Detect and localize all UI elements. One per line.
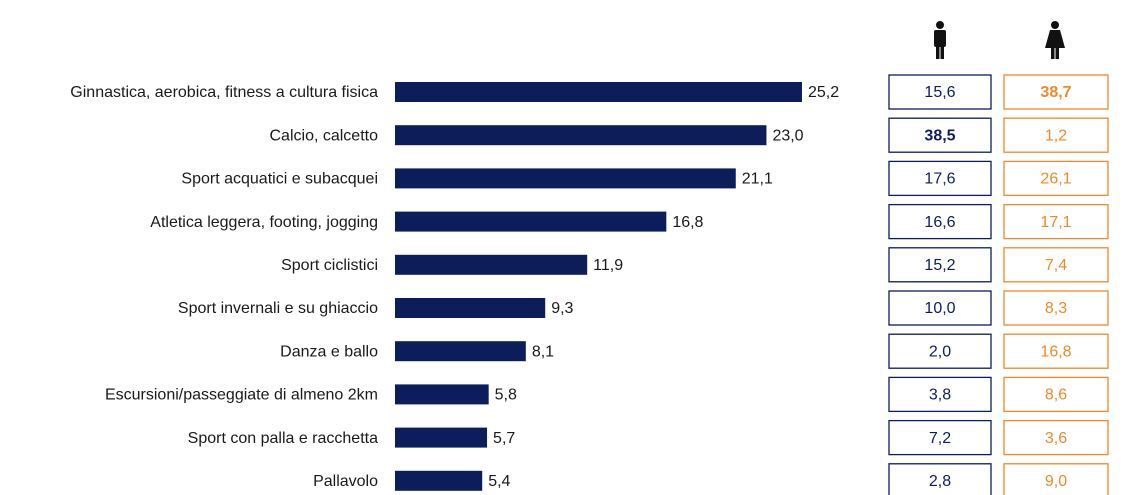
male-value: 38,5 [924,127,955,144]
female-value: 38,7 [1040,84,1071,101]
male-value: 15,2 [924,257,955,274]
category-label: Ginnastica, aerobica, fitness a cultura … [70,84,378,101]
bar [395,384,489,405]
male-value: 17,6 [924,171,955,188]
category-label: Sport invernali e su ghiaccio [178,300,378,317]
category-label: Escursioni/passeggiate di almeno 2km [105,387,378,404]
female-cell [1003,333,1109,369]
female-cell [1003,463,1109,495]
female-value: 8,3 [1045,300,1067,317]
value-label: 8,1 [532,343,554,360]
bar [395,211,667,232]
category-label: Sport acquatici e subacquei [181,171,378,188]
male-value: 16,6 [924,214,955,231]
category-label: Danza e ballo [280,343,378,360]
value-label: 5,4 [488,473,510,490]
male-cell [888,247,992,283]
male-cell [888,333,992,369]
male-icon [934,21,946,59]
value-label: 5,8 [495,387,517,404]
male-cell [888,463,992,495]
bar [395,341,526,362]
category-label: Pallavolo [313,473,378,490]
category-label: Sport ciclistici [281,257,378,274]
bar [395,125,767,146]
bar [395,82,802,102]
female-value: 16,8 [1040,343,1071,360]
male-value: 2,8 [929,473,951,490]
female-value: 9,0 [1045,473,1067,490]
female-value: 26,1 [1040,171,1071,188]
male-value: 2,0 [929,343,951,360]
value-label: 5,7 [493,430,515,447]
female-icon [1045,21,1065,59]
male-cell [888,74,992,110]
value-label: 23,0 [772,127,803,144]
female-value: 7,4 [1045,257,1067,274]
male-value: 7,2 [929,430,951,447]
bar [395,427,488,448]
category-label: Calcio, calcetto [270,127,379,144]
category-label: Sport con palla e racchetta [188,430,378,447]
male-value: 3,8 [929,387,951,404]
bar [395,470,483,491]
value-label: 9,3 [551,300,573,317]
category-label: Atletica leggera, footing, jogging [150,214,378,231]
female-cell [1003,290,1109,326]
value-label: 16,8 [672,214,703,231]
female-cell [1003,376,1109,413]
male-cell [888,419,992,456]
value-label: 21,1 [742,171,773,188]
value-label: 11,9 [593,257,623,274]
male-cell [888,376,992,413]
female-value: 17,1 [1040,214,1071,231]
female-value: 8,6 [1045,387,1067,404]
female-value: 3,6 [1045,430,1067,447]
male-cell [888,160,992,197]
female-cell [1003,419,1109,456]
male-value: 10,0 [924,300,955,317]
value-label: 25,2 [808,84,839,101]
female-cell [1003,160,1109,197]
female-cell [1003,203,1109,240]
female-value: 1,2 [1045,127,1067,144]
bar [395,254,588,275]
female-cell [1003,117,1109,153]
male-value: 15,6 [924,84,955,101]
male-cell [888,203,992,240]
bar [395,298,546,318]
male-cell [888,117,992,153]
female-cell [1003,247,1109,283]
female-cell [1003,74,1109,110]
male-cell [888,290,992,326]
bar [395,168,736,189]
